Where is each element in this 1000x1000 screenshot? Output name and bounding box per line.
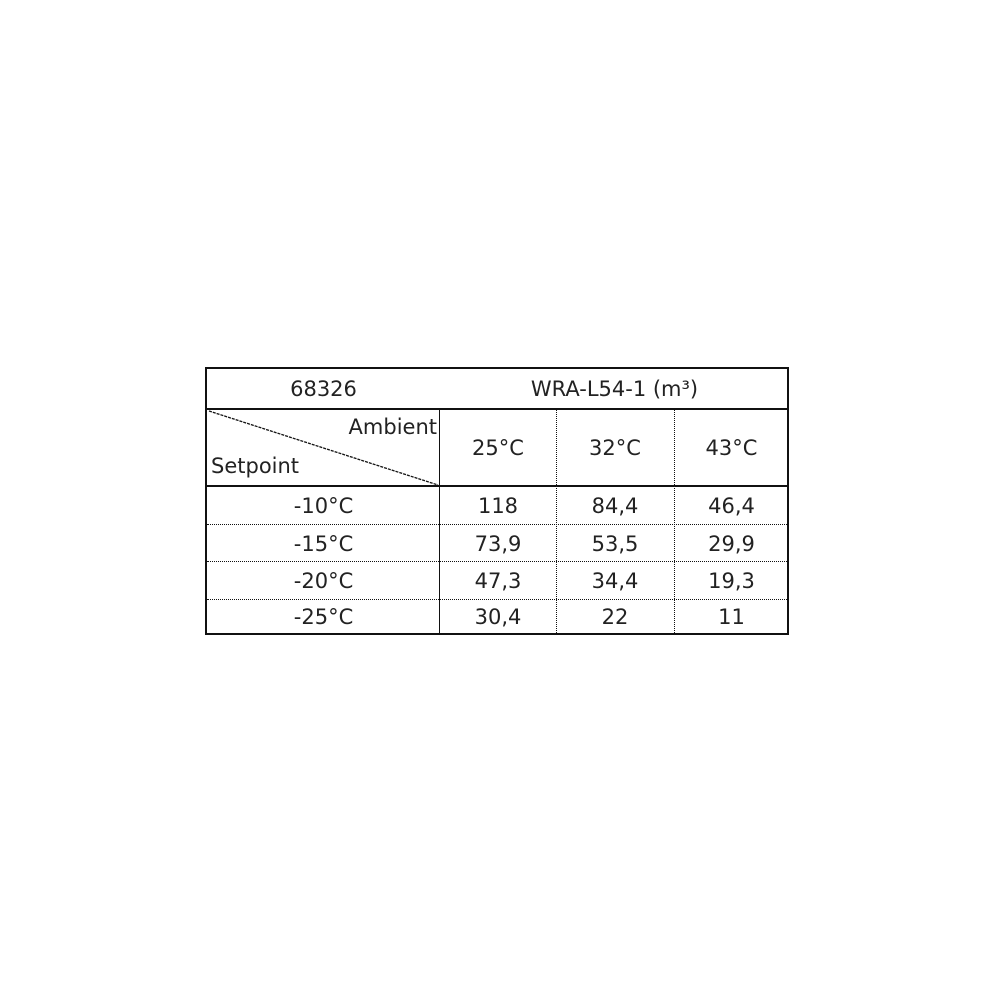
column-header: 43°C xyxy=(705,436,758,460)
header-divider xyxy=(207,485,787,487)
value-cell: 29,9 xyxy=(708,531,755,556)
setpoint-cell: -15°C xyxy=(293,531,354,556)
column-divider xyxy=(674,409,675,633)
model-label: WRA-L54-1 (m³) xyxy=(530,377,699,401)
id-label: 68326 xyxy=(290,377,357,401)
column-divider xyxy=(439,409,440,633)
value-cell: 46,4 xyxy=(708,493,755,518)
row-divider xyxy=(207,524,787,525)
value-cell: 47,3 xyxy=(474,568,522,593)
row-divider xyxy=(207,561,787,562)
setpoint-cell: -25°C xyxy=(293,605,354,629)
setpoint-label: Setpoint xyxy=(211,454,300,478)
setpoint-cell: -20°C xyxy=(293,568,354,593)
column-divider xyxy=(556,409,557,633)
column-header: 25°C xyxy=(472,436,524,460)
value-cell: 73,9 xyxy=(474,531,522,556)
value-cell: 19,3 xyxy=(708,568,755,593)
diagonal-divider xyxy=(208,410,439,486)
row-divider xyxy=(207,599,787,600)
title-divider xyxy=(207,408,787,410)
value-cell: 84,4 xyxy=(591,493,639,518)
value-cell: 22 xyxy=(601,605,629,629)
value-cell: 30,4 xyxy=(474,605,522,629)
value-cell: 11 xyxy=(718,605,745,629)
column-header: 32°C xyxy=(589,436,641,460)
value-cell: 34,4 xyxy=(591,568,639,593)
value-cell: 53,5 xyxy=(591,531,639,556)
value-cell: 118 xyxy=(477,493,519,518)
capacity-table: 68326 WRA-L54-1 (m³) Ambient Setpoint 25… xyxy=(205,367,789,635)
setpoint-cell: -10°C xyxy=(293,493,354,518)
ambient-label: Ambient xyxy=(348,415,437,439)
